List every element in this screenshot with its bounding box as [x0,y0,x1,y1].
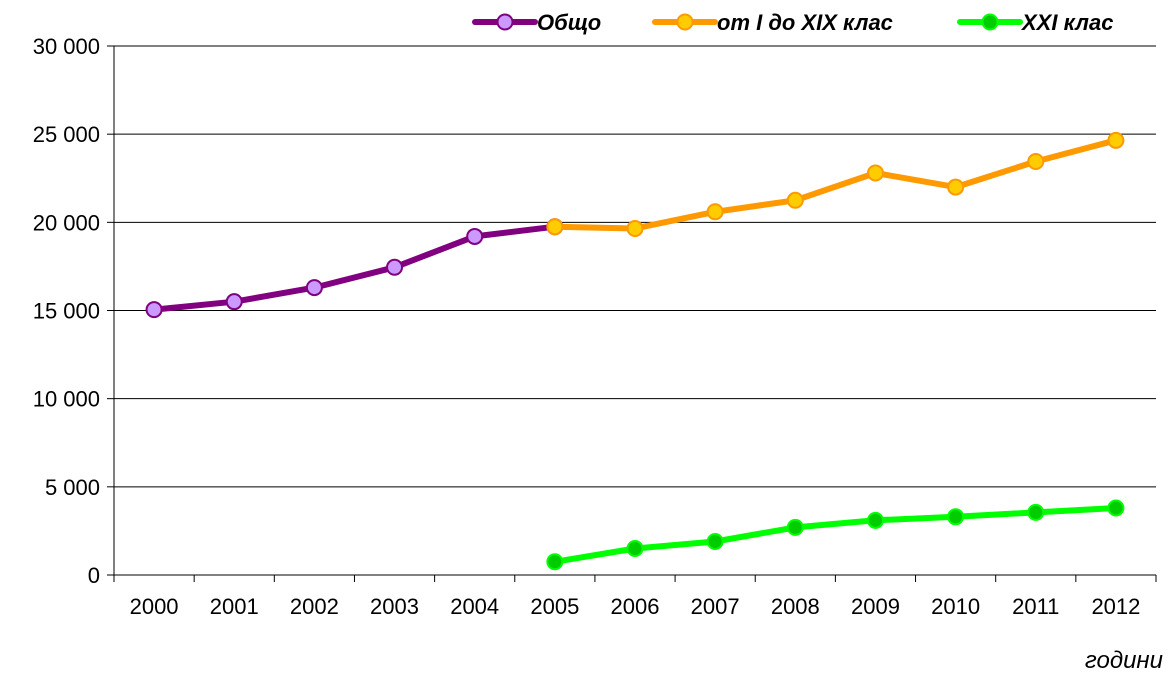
data-point [866,164,884,182]
axes: 0 5 000 10 000 15 000 20 000 25 000 30 000 2000… [33,34,1157,619]
x-tick-label: 2007 [691,594,740,619]
x-tick-label: 2001 [210,594,259,619]
x-tick-label: 2004 [450,594,499,619]
data-point [786,518,804,536]
series-line [151,223,558,313]
data-point [706,532,724,550]
x-tick-label: 2009 [851,594,900,619]
legend-label: Общо [537,10,601,35]
data-point [466,227,484,245]
series-line [551,505,1119,565]
gridlines [114,45,1156,488]
data-point [1027,152,1045,170]
y-tick-label: 20 000 [33,210,100,235]
y-tick-label: 25 000 [33,122,100,147]
legend-swatch-marker [981,13,999,31]
x-tick-label: 2006 [611,594,660,619]
legend: Общо от I до XIX клас XXI клас [472,10,1113,35]
x-tick-label: 2008 [771,594,820,619]
data-point [786,191,804,209]
x-axis-label: години [1085,647,1163,674]
data-point [947,178,965,196]
data-point [947,508,965,526]
data-point [145,301,163,319]
data-point [1107,499,1125,517]
x-tick-label: 2012 [1091,594,1140,619]
y-tick-label: 5 000 [45,475,100,500]
data-point [386,258,404,276]
legend-label: XXI клас [1020,10,1113,35]
x-tick-label: 2000 [130,594,179,619]
data-point [546,553,564,571]
y-tick-label: 15 000 [33,299,100,324]
data-point [546,218,564,236]
y-tick-label: 30 000 [33,34,100,59]
data-point [225,293,243,311]
x-tick-label: 2005 [530,594,579,619]
y-tick-label: 10 000 [33,387,100,412]
data-point [305,279,323,297]
data-point [626,540,644,558]
legend-label: от I до XIX клас [717,10,893,35]
legend-swatch-marker [496,13,514,31]
data-point [1027,503,1045,521]
y-tick-label: 0 [88,563,100,588]
x-tick-label: 2003 [370,594,419,619]
data-point [1107,131,1125,149]
x-tick-label: 2011 [1012,594,1059,619]
legend-swatch-marker [676,13,694,31]
series-lines [145,131,1125,571]
data-point [706,203,724,221]
series-line [551,137,1119,232]
x-tick-label: 2010 [931,594,980,619]
x-tick-label: 2002 [290,594,339,619]
data-point [866,511,884,529]
data-point [626,220,644,238]
